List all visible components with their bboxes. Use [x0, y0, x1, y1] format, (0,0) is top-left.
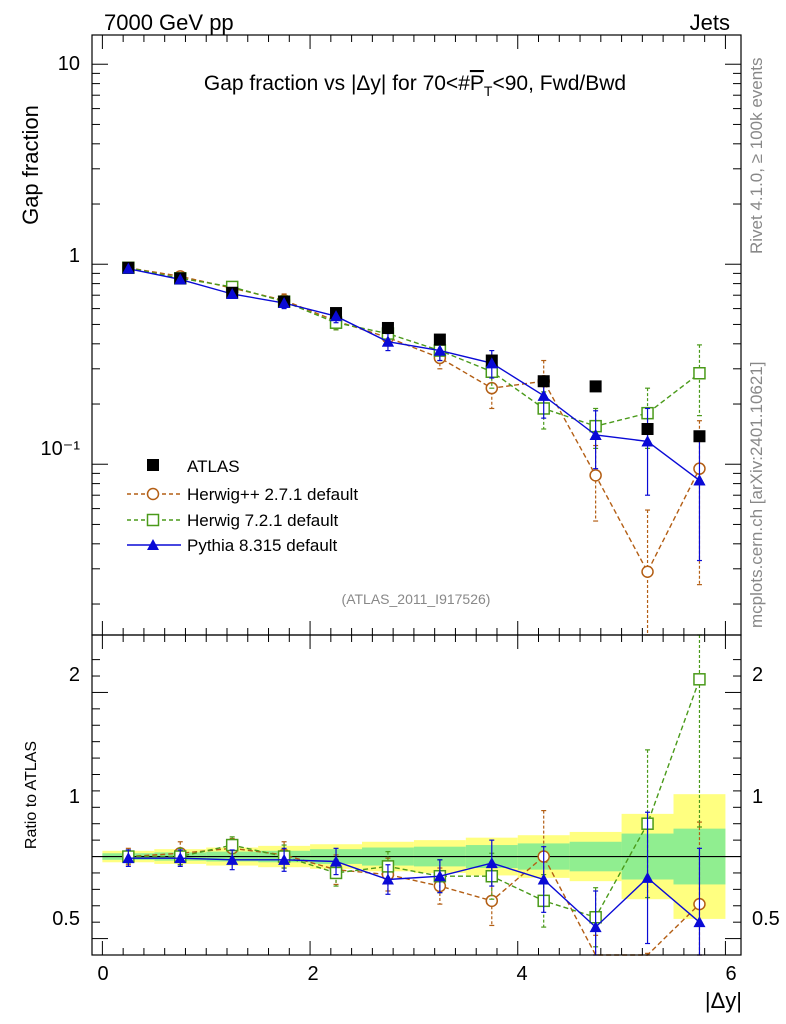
- ratio-tick-label-1: 1: [69, 786, 80, 808]
- chart-title-suffix: <90, Fwd/Bwd: [492, 72, 626, 95]
- data-point: [537, 389, 550, 401]
- data-point: [693, 673, 706, 686]
- legend-entry-atlas: ATLAS: [147, 457, 240, 476]
- ratio-tick-label-right-1: 1: [752, 786, 763, 808]
- series-line: [128, 267, 700, 427]
- data-point: [641, 871, 654, 883]
- data-point: [174, 273, 187, 285]
- ratio-tick-label-right-0.5: 0.5: [752, 908, 780, 930]
- data-point: [433, 870, 446, 882]
- data-point: [693, 474, 706, 486]
- y-tick-label-0.1: 10⁻¹: [41, 438, 81, 460]
- data-point: [381, 873, 394, 885]
- legend-entry-pythia: Pythia 8.315 default: [127, 536, 338, 555]
- data-point: [226, 287, 239, 299]
- legend-entry-herwig7: Herwig 7.2.1 default: [127, 511, 338, 530]
- side-label-rivet: Rivet 4.1.0, ≥ 100k events: [747, 58, 766, 254]
- data-point: [278, 296, 291, 308]
- side-label-mcplots: mcplots.cern.ch [arXiv:2401.10621]: [747, 362, 766, 628]
- atlas-data-point: [433, 333, 446, 346]
- data-point: [485, 894, 499, 908]
- atlas-data-point: [641, 423, 654, 436]
- x-tick-label-0: 0: [97, 963, 108, 985]
- axes: [91, 34, 742, 956]
- atlas-data-point: [693, 430, 706, 443]
- chart-title-pt: P: [470, 72, 484, 95]
- ratio-uncertainty-bands: [92, 794, 741, 919]
- ratio-tick-label-right-2: 2: [752, 664, 763, 686]
- legend-marker-pythia: [147, 539, 159, 550]
- chart-title-prefix: Gap fraction vs |Δy| for 70<#: [204, 72, 470, 95]
- data-point: [589, 921, 602, 933]
- series-line: [128, 268, 700, 481]
- y-tick-label-10: 10: [58, 53, 80, 75]
- legend-label-atlas: ATLAS: [187, 457, 240, 476]
- data-point: [693, 916, 706, 928]
- series-line: [128, 679, 701, 919]
- data-point: [122, 262, 135, 274]
- ratio-tick-labels-left: 2 1 0.5: [52, 664, 80, 930]
- legend-marker-atlas: [147, 459, 159, 471]
- data-point: [485, 857, 498, 869]
- ratio-tick-label-0.5: 0.5: [52, 908, 80, 930]
- series-line: [128, 857, 700, 929]
- legend-label-herwig7: Herwig 7.2.1 default: [187, 511, 338, 530]
- ratio-tick-label-2: 2: [69, 664, 80, 686]
- analysis-label: (ATLAS_2011_I917526): [342, 591, 491, 607]
- x-tick-label-6: 6: [725, 963, 736, 985]
- data-point: [226, 853, 239, 865]
- atlas-data-point: [537, 375, 550, 388]
- data-point: [122, 852, 135, 864]
- legend-marker-herwigpp: [146, 487, 160, 501]
- data-point: [589, 469, 602, 482]
- data-point: [693, 367, 706, 380]
- data-point: [381, 335, 394, 347]
- data-point: [537, 873, 550, 885]
- y-tick-labels: 10 1 10⁻¹: [41, 53, 81, 460]
- data-point: [330, 855, 343, 867]
- x-tick-label-4: 4: [516, 963, 527, 985]
- data-point: [225, 838, 239, 852]
- chart-title-sub: T: [484, 83, 493, 99]
- series-line: [128, 847, 700, 956]
- data-point: [330, 310, 343, 322]
- atlas-data-point: [589, 380, 602, 393]
- ratio-frame: [91, 634, 742, 956]
- x-tick-label-2: 2: [307, 963, 318, 985]
- ratio-y-axis-label: Ratio to ATLAS: [23, 741, 40, 849]
- data-point: [174, 852, 187, 864]
- data-point: [641, 565, 654, 578]
- x-tick-labels: 0 2 4 6: [97, 963, 736, 985]
- chart-title: Gap fraction vs |Δy| for 70<#PT<90, Fwd/…: [204, 72, 626, 99]
- header-right: Jets: [690, 10, 730, 35]
- ratio-series: [122, 634, 706, 956]
- legend-entry-herwigpp: Herwig++ 2.7.1 default: [127, 485, 358, 504]
- data-point: [589, 429, 602, 440]
- y-tick-label-1: 1: [69, 245, 80, 267]
- atlas-data-point: [381, 321, 394, 334]
- data-point: [485, 357, 498, 369]
- legend-label-herwigpp: Herwig++ 2.7.1 default: [187, 485, 358, 504]
- legend-label-pythia: Pythia 8.315 default: [187, 536, 338, 555]
- header-left: 7000 GeV pp: [104, 10, 234, 35]
- data-point: [433, 344, 446, 356]
- main-series: [122, 261, 706, 636]
- data-point: [278, 853, 291, 865]
- legend-marker-herwig7: [146, 513, 160, 527]
- ratio-tick-labels-right: 2 1 0.5: [752, 664, 780, 930]
- y-axis-label: Gap fraction: [18, 105, 43, 225]
- x-axis-label: |Δy|: [705, 988, 742, 1013]
- legend: ATLAS Herwig++ 2.7.1 default Herwig 7.2.…: [127, 457, 358, 555]
- data-point: [641, 435, 654, 447]
